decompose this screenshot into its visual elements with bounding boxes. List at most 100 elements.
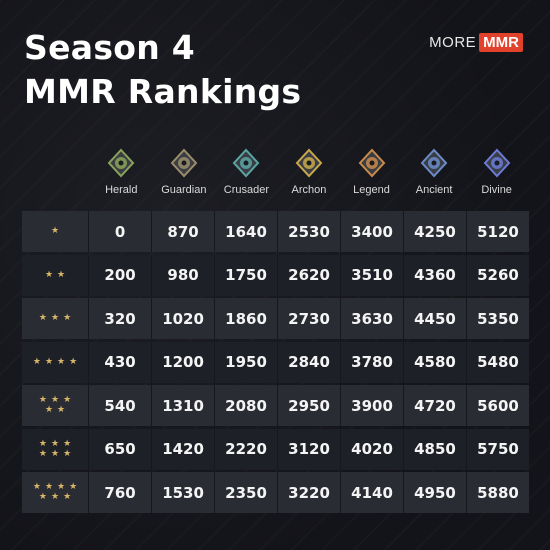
guardian-medal-icon [170,148,198,178]
rank-label: Crusader [223,184,270,196]
mmr-value-archon: 2730 [278,298,342,339]
mmr-value-crusader: 2220 [215,428,279,470]
mmr-value-ancient: 4950 [404,472,467,513]
rank-label: Guardian [161,184,207,196]
table-row: ★ ★ ★ ★ ★ 540 1310 2080 2950 3900 4720 5600 [22,385,529,426]
mmr-value-herald: 760 [89,472,153,513]
mmr-value-divine: 5260 [477,266,519,284]
mmr-value-guardian: 1200 [152,341,216,383]
star-icon: ★ [63,448,72,459]
mmr-value-crusader: 1750 [215,254,279,296]
mmr-value-crusader: 2080 [215,385,279,426]
star-level-cell: ★ ★ ★ [22,298,90,339]
star-level-cell: ★ ★ ★ ★ [22,341,90,383]
archon-medal-icon [295,148,323,178]
star-icon: ★ [51,448,60,459]
mmr-value-archon: 2530 [278,211,342,252]
mmr-value-legend: 4020 [341,428,405,470]
mmr-value-herald: 650 [89,428,153,470]
mmr-table: ★ 0 870 1640 2530 3400 4250 5120 ★ ★ 200 980 1750 262… [22,211,529,516]
mmr-value-legend: 4140 [341,472,405,513]
ancient-medal-icon [420,148,448,178]
star-icon: ★ [32,356,41,367]
star-icon: ★ [51,395,60,405]
star-icon: ★ [69,356,78,367]
page-title: Season 4 MMR Rankings [24,26,301,114]
rank-column-herald: Herald [90,148,153,196]
star-icon: ★ [44,356,54,367]
rank-label: Divine [481,184,512,196]
table-row: ★ 0 870 1640 2530 3400 4250 5120 [22,211,529,252]
title-line-2: MMR Rankings [24,72,302,111]
star-icon: ★ [51,438,60,449]
mmr-value-crusader: 1640 [215,211,279,252]
mmr-value-guardian: 980 [152,254,216,296]
mmr-value-herald: 200 [89,254,153,296]
star-icon: ★ [57,405,66,415]
rank-column-guardian: Guardian [153,148,216,196]
star-icon: ★ [51,313,60,323]
star-icon: ★ [63,395,72,405]
rank-header-row: Herald Guardian Crusader Archon Legend Ancien… [90,148,528,196]
star-icon: ★ [57,356,66,367]
table-row: ★ ★ 200 980 1750 2620 3510 4360 5260 [22,254,529,296]
mmr-value-crusader: 1950 [215,341,279,383]
crusader-medal-icon [233,148,260,178]
rank-column-ancient: Ancient [403,148,466,196]
mmr-value-divine: 5880 [477,483,519,502]
star-level-cell: ★ ★ ★ ★ ★ ★ [22,428,90,470]
star-icon: ★ [44,482,54,492]
mmr-value-archon: 3220 [278,472,342,513]
mmr-value-guardian: 1530 [152,472,216,513]
table-row: ★ ★ ★ ★ ★ ★ 650 1420 2220 3120 4020 4850 5750 [22,428,529,470]
divine-medal-icon [483,148,511,178]
star-icon: ★ [38,492,47,502]
mmr-value-archon: 2950 [278,385,342,426]
mmr-value-crusader: 1860 [215,298,279,339]
rank-label: Ancient [415,184,453,196]
star-icon: ★ [63,438,72,449]
mmr-value-archon: 2620 [278,254,342,296]
mmr-value-archon: 2840 [278,341,342,383]
mmr-value-legend: 3900 [341,385,405,426]
star-icon: ★ [51,226,60,236]
mmr-value-crusader: 2350 [215,472,279,513]
rank-column-divine: Divine [465,148,528,196]
mmr-value-divine: 5350 [477,309,519,328]
rank-label: Archon [291,184,327,196]
mmr-value-divine: 5120 [477,222,519,241]
mmr-value-ancient: 4250 [404,211,467,252]
mmr-value-ancient: 4450 [404,298,467,339]
star-icon: ★ [57,482,66,492]
mmr-value-divine: 5600 [477,396,519,415]
mmr-value-guardian: 1310 [152,385,216,426]
mmr-value-divine: 5480 [477,353,519,371]
star-level-cell: ★ ★ ★ ★ ★ ★ ★ [22,472,90,513]
rank-column-archon: Archon [278,148,341,196]
mmr-value-legend: 3630 [341,298,405,339]
star-icon: ★ [63,313,72,323]
mmr-value-guardian: 870 [152,211,216,252]
mmr-value-guardian: 1420 [152,428,216,470]
mmr-value-archon: 3120 [278,428,342,470]
star-icon: ★ [51,492,60,502]
star-icon: ★ [44,405,54,415]
mmr-value-herald: 0 [89,211,153,252]
mmr-value-divine: 5750 [477,440,519,458]
table-row: ★ ★ ★ ★ 430 1200 1950 2840 3780 4580 5480 [22,341,529,383]
mmr-value-guardian: 1020 [152,298,216,339]
rank-column-legend: Legend [340,148,403,196]
brand-logo: MORE MMR [429,33,523,52]
star-icon: ★ [38,395,47,405]
mmr-value-ancient: 4360 [404,254,467,296]
rank-label: Herald [105,184,138,196]
herald-medal-icon [107,148,135,178]
mmr-value-ancient: 4850 [404,428,467,470]
mmr-value-legend: 3510 [341,254,405,296]
mmr-value-herald: 430 [89,341,153,383]
brand-more-text: MORE [429,34,477,51]
star-icon: ★ [38,438,47,449]
star-icon: ★ [57,269,66,280]
star-icon: ★ [38,448,47,459]
rank-label: Legend [353,184,390,196]
